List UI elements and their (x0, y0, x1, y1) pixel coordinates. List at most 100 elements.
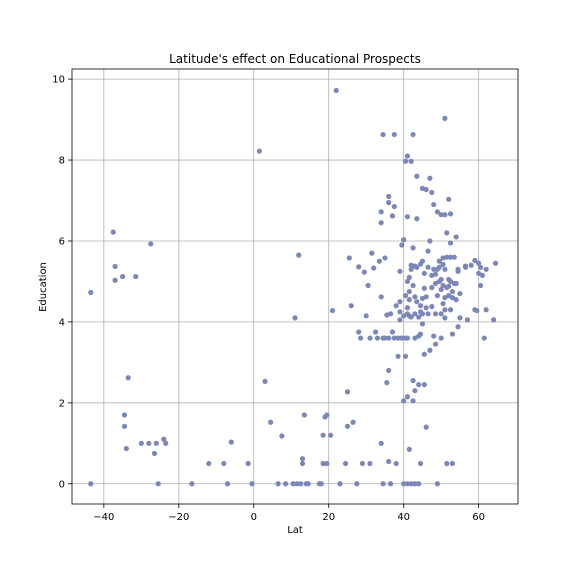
data-point (387, 481, 394, 487)
data-point (404, 278, 411, 285)
data-point (491, 317, 497, 323)
data-point (386, 367, 392, 374)
data-point (378, 220, 384, 226)
data-point (446, 196, 452, 202)
data-point (123, 445, 129, 452)
data-point (436, 258, 442, 264)
data-point (402, 293, 409, 299)
data-point (155, 481, 161, 487)
data-point (138, 440, 144, 446)
data-point (356, 264, 362, 270)
data-point (393, 303, 399, 309)
data-point (391, 203, 397, 210)
data-point (380, 481, 386, 487)
data-point (402, 353, 409, 359)
data-point (378, 440, 384, 446)
data-point (440, 301, 446, 307)
data-point (410, 245, 416, 251)
data-point (369, 250, 375, 256)
data-point (401, 481, 407, 487)
data-point (414, 173, 420, 179)
data-point (119, 273, 126, 280)
data-point (416, 382, 422, 388)
x-tick-label: 40 (397, 512, 410, 523)
data-point (365, 282, 371, 289)
data-point (429, 189, 435, 196)
data-point (161, 436, 167, 442)
data-point (391, 131, 397, 138)
data-point (427, 175, 433, 181)
data-point (453, 297, 459, 303)
data-point (153, 440, 159, 446)
data-point (386, 458, 392, 465)
data-point (427, 238, 433, 244)
data-point (88, 481, 94, 487)
data-point (112, 277, 118, 283)
data-point (406, 288, 412, 295)
data-point (110, 229, 116, 235)
data-point (329, 307, 336, 314)
data-point (410, 377, 416, 384)
data-point (393, 460, 399, 467)
data-point (421, 351, 427, 357)
data-point (432, 341, 439, 347)
data-point (453, 234, 459, 240)
x-tick-label: −20 (168, 512, 189, 523)
data-point (395, 335, 401, 341)
plot-frame (71, 68, 519, 505)
data-point (447, 211, 454, 217)
data-point (474, 307, 480, 314)
data-point (417, 331, 424, 337)
data-point (163, 440, 169, 446)
data-point (133, 273, 139, 280)
data-point (451, 254, 457, 260)
data-point (320, 432, 326, 438)
data-point (410, 131, 416, 138)
y-tick-label: 8 (59, 156, 65, 167)
data-point (299, 460, 306, 467)
data-point (477, 282, 484, 289)
data-point (268, 419, 274, 425)
data-point (404, 305, 411, 311)
data-point (397, 299, 403, 305)
data-point (324, 412, 330, 418)
data-point (416, 314, 422, 320)
data-point (346, 255, 352, 261)
data-point (457, 290, 463, 297)
data-point (389, 213, 396, 219)
data-point (410, 282, 416, 289)
data-point (414, 299, 420, 305)
data-point (427, 347, 433, 353)
data-point (412, 294, 418, 300)
data-point (348, 303, 354, 309)
data-point (419, 311, 426, 317)
data-point (425, 248, 431, 254)
data-point (447, 307, 454, 313)
data-point (421, 270, 427, 276)
data-point (301, 412, 307, 418)
x-tick-label: 0 (251, 512, 257, 523)
data-point (423, 424, 429, 430)
data-point (455, 268, 461, 274)
data-point (492, 260, 499, 266)
data-point (457, 315, 463, 321)
data-point (221, 460, 227, 467)
data-point (408, 158, 414, 164)
data-point (249, 481, 255, 487)
data-point (406, 274, 412, 280)
data-point (447, 240, 454, 246)
data-point (367, 460, 373, 467)
data-points (88, 87, 499, 487)
data-point (438, 311, 444, 317)
data-point (378, 294, 384, 300)
data-point (148, 241, 154, 247)
data-point (401, 398, 407, 404)
data-point (429, 284, 435, 291)
data-point (397, 309, 403, 315)
data-point (444, 460, 450, 467)
data-point (344, 423, 351, 429)
data-point (354, 481, 360, 487)
data-point (464, 317, 471, 323)
